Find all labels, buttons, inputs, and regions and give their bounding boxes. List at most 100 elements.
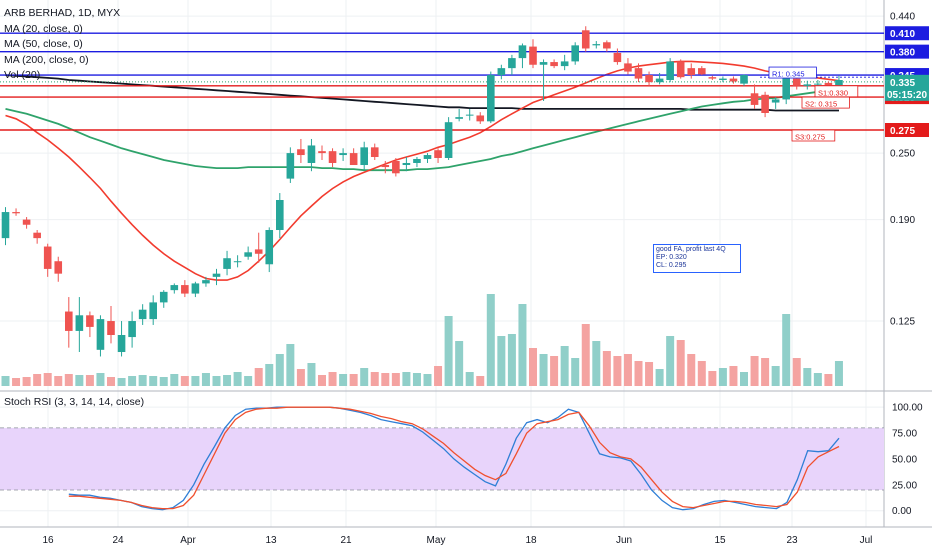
candle-body: [729, 78, 738, 82]
volume-bar: [159, 377, 168, 386]
candle-body: [655, 78, 664, 83]
volume-bar: [370, 372, 379, 386]
volume-bar: [602, 351, 611, 386]
axis-level-badge: 0.380: [885, 44, 929, 59]
legend-vol: Vol (20): [4, 69, 41, 81]
volume-bar: [560, 346, 569, 386]
axis-level-text: 0.380: [890, 48, 915, 59]
candle-body: [508, 58, 516, 69]
volume-bar: [645, 362, 654, 386]
candle-body: [761, 94, 769, 113]
volume-bar: [444, 316, 453, 386]
volume-bar: [180, 376, 189, 386]
candle-body: [360, 147, 368, 166]
volume-bar: [33, 374, 42, 386]
volume-bar: [581, 324, 590, 386]
axis-level-text: 0.410: [890, 29, 915, 40]
candle-body: [339, 153, 347, 156]
tag-s3: S3:0.275: [791, 129, 836, 142]
candle-body: [86, 315, 94, 327]
volume-bar: [465, 372, 474, 386]
time-tick-label: Jun: [616, 535, 632, 546]
axis-level-badge: 0.410: [885, 26, 929, 41]
volume-bar: [1, 376, 10, 386]
legend-title: ARB BERHAD, 1D, MYX: [4, 7, 121, 19]
candle-body: [33, 232, 41, 239]
candle-body: [96, 319, 105, 350]
volume-bar: [476, 376, 485, 386]
candle-body: [370, 147, 379, 158]
ma50-line: [5, 87, 840, 172]
volume-bar: [96, 373, 105, 386]
volume-bar: [149, 376, 158, 386]
candle-body: [560, 61, 569, 67]
candle-body: [423, 155, 432, 159]
volume-bar: [402, 372, 411, 386]
volume-bar: [750, 356, 759, 386]
volume-bar: [318, 375, 326, 386]
candle-body: [54, 261, 63, 274]
price-tick-label: 0.440: [890, 12, 915, 23]
time-tick-label: 13: [265, 535, 277, 546]
volume-bar: [676, 340, 685, 386]
note-line-2: EP: 0.320: [656, 254, 687, 262]
annotation-note: good FA, profit last 4Q EP: 0.320 CL: 0.…: [653, 244, 741, 273]
volume-bar: [486, 294, 495, 386]
volume-bar: [813, 373, 822, 386]
candle-body: [286, 153, 295, 179]
candle-body: [202, 280, 210, 284]
time-tick-label: May: [427, 535, 446, 546]
candle-body: [43, 246, 52, 269]
stoch-rsi-pane: 100.00 75.00 50.00 25.00 0.00: [0, 403, 923, 517]
rsi-tick-label: 50.00: [892, 454, 917, 465]
time-tick-label: Apr: [180, 535, 196, 546]
candle-body: [402, 162, 411, 166]
volume-bar: [666, 336, 675, 386]
volume-bars: [1, 294, 843, 386]
candle-body: [107, 321, 115, 336]
volume-bar: [824, 374, 833, 386]
candle-body: [518, 45, 527, 59]
candle-body: [65, 311, 73, 331]
price-axis: 0.4400.2500.1900.1250.4100.3800.3450.330…: [885, 12, 929, 328]
candle-body: [444, 122, 453, 158]
ma20-line: [5, 60, 840, 281]
volume-bar: [296, 369, 305, 386]
main-legend: ARB BERHAD, 1D, MYX MA (20, close, 0) MA…: [4, 6, 120, 84]
time-tick-label: Jul: [860, 535, 873, 546]
volume-bar: [550, 356, 559, 386]
countdown-text: 05:15:20: [887, 90, 927, 101]
note-line-1: good FA, profit last 4Q: [656, 246, 726, 253]
volume-bar: [212, 376, 221, 386]
time-tick-label: 24: [112, 535, 124, 546]
candle-body: [349, 153, 358, 166]
volume-bar: [571, 358, 580, 386]
tag-box: [791, 129, 836, 142]
candle-body: [719, 78, 727, 81]
candle-body: [159, 291, 168, 303]
candle-body: [497, 68, 506, 76]
candle-body: [814, 83, 822, 85]
candle-body: [212, 273, 221, 277]
candle-body: [603, 42, 611, 49]
tag-text: S1:0.330: [818, 88, 848, 97]
tag-s2: S2: 0.315: [801, 96, 850, 109]
rsi-tick-label: 100.00: [892, 403, 923, 414]
volume-bar: [655, 369, 664, 386]
volume-bar: [254, 368, 263, 386]
axis-level-badge: 0.275: [885, 123, 929, 138]
axis-level-box: [885, 26, 929, 41]
candle-body: [75, 315, 84, 331]
volume-bar: [328, 372, 337, 386]
price-tick-label: 0.190: [890, 215, 915, 226]
volume-bar: [518, 304, 527, 386]
volume-bar: [265, 364, 274, 386]
candle-body: [149, 302, 157, 320]
volume-bar: [708, 371, 717, 386]
volume-bar: [43, 373, 52, 386]
volume-bar: [434, 366, 443, 386]
candle-body: [244, 252, 252, 257]
volume-bar: [275, 354, 284, 386]
candle-body: [698, 68, 706, 75]
candle-body: [634, 68, 643, 79]
